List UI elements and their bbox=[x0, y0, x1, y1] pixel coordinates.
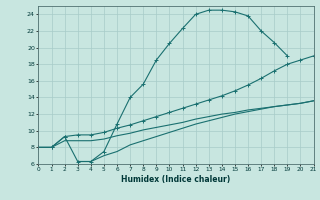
X-axis label: Humidex (Indice chaleur): Humidex (Indice chaleur) bbox=[121, 175, 231, 184]
